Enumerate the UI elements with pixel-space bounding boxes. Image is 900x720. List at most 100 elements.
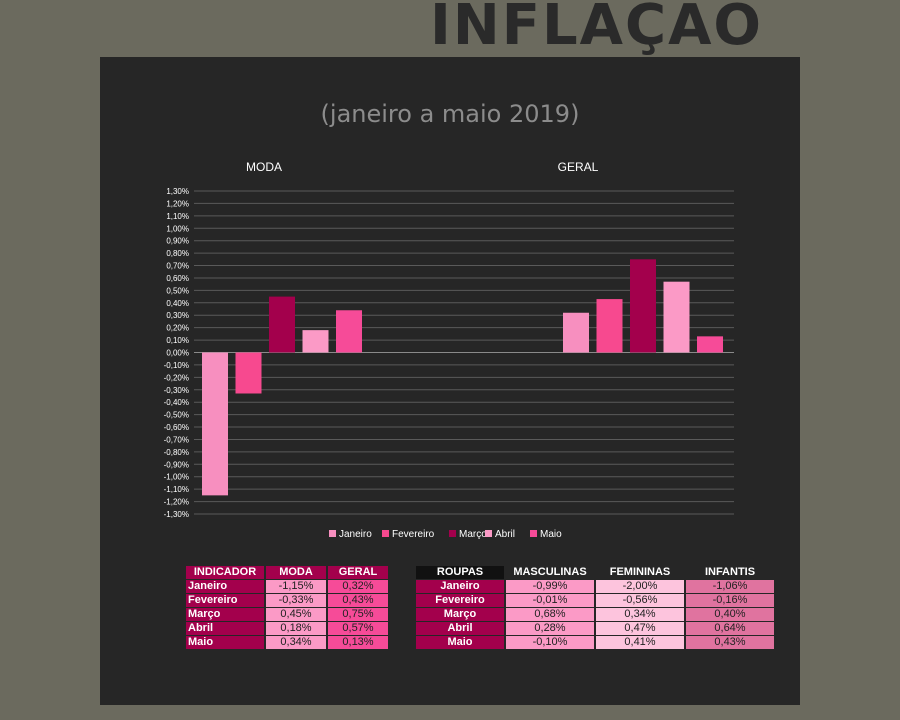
table-header: INDICADOR xyxy=(186,566,264,579)
y-tick-label: 0,60% xyxy=(166,274,189,283)
table-cell: 0,68% xyxy=(506,608,594,621)
y-tick-label: 1,20% xyxy=(166,199,189,208)
table-cell: 0,40% xyxy=(686,608,774,621)
table-cell: -2,00% xyxy=(596,580,684,593)
bar-moda-0 xyxy=(202,352,228,496)
y-tick-label: 0,90% xyxy=(166,237,189,246)
table-cell: 0,64% xyxy=(686,622,774,635)
table-cell: -1,15% xyxy=(266,580,326,593)
y-tick-label: -1,00% xyxy=(164,473,189,482)
table-header: MODA xyxy=(266,566,326,579)
y-tick-label: 0,70% xyxy=(166,262,189,271)
legend-label-4: Maio xyxy=(540,529,562,540)
y-tick-label: -0,10% xyxy=(164,361,189,370)
table-cell: 0,34% xyxy=(596,608,684,621)
moda-geral-table: INDICADOR MODA GERAL Janeiro -1,15% 0,32% Feve… xyxy=(184,565,390,650)
bar-geral-3 xyxy=(663,281,690,353)
y-tick-label: 0,00% xyxy=(166,349,189,358)
table-header: GERAL xyxy=(328,566,388,579)
bar-geral-0 xyxy=(563,312,589,353)
row-label: Março xyxy=(186,608,264,621)
table-cell: 0,43% xyxy=(328,594,388,607)
y-tick-label: 0,80% xyxy=(166,249,189,258)
y-tick-label: -1,30% xyxy=(164,510,189,519)
row-label: Maio xyxy=(416,636,504,649)
table-cell: -1,06% xyxy=(686,580,774,593)
y-tick-label: -0,80% xyxy=(164,448,189,457)
y-tick-label: -0,50% xyxy=(164,411,189,420)
table-row: Janeiro -0,99% -2,00% -1,06% xyxy=(416,580,774,593)
table-row: Maio 0,34% 0,13% xyxy=(186,636,388,649)
table-cell: 0,32% xyxy=(328,580,388,593)
table-cell: 0,45% xyxy=(266,608,326,621)
group-label-geral: GERAL xyxy=(558,160,599,174)
table-cell: 0,34% xyxy=(266,636,326,649)
bar-moda-1 xyxy=(235,352,262,394)
roupas-table: ROUPAS MASCULINAS FEMININAS INFANTIS Janeiro… xyxy=(414,565,776,650)
table-header: FEMININAS xyxy=(596,566,684,579)
bar-moda-4 xyxy=(336,310,362,353)
table-row: Janeiro -1,15% 0,32% xyxy=(186,580,388,593)
table-cell: -0,01% xyxy=(506,594,594,607)
y-tick-label: -0,30% xyxy=(164,386,189,395)
page-title: INFLAÇÃO xyxy=(430,0,764,58)
bar-geral-4 xyxy=(697,336,723,353)
y-tick-label: 1,10% xyxy=(166,212,189,221)
row-label: Março xyxy=(416,608,504,621)
row-label: Fevereiro xyxy=(416,594,504,607)
y-tick-label: 0,50% xyxy=(166,286,189,295)
table-cell: 0,28% xyxy=(506,622,594,635)
table-row: Fevereiro -0,33% 0,43% xyxy=(186,594,388,607)
y-tick-label: 1,30% xyxy=(166,187,189,196)
table-cell: 0,18% xyxy=(266,622,326,635)
row-label: Janeiro xyxy=(416,580,504,593)
table-cell: 0,13% xyxy=(328,636,388,649)
bar-geral-1 xyxy=(596,299,623,353)
table-cell: 0,43% xyxy=(686,636,774,649)
y-tick-label: -0,70% xyxy=(164,435,189,444)
row-label: Janeiro xyxy=(186,580,264,593)
table-cell: -0,33% xyxy=(266,594,326,607)
table-cell: -0,10% xyxy=(506,636,594,649)
legend-swatch-3 xyxy=(485,530,492,537)
legend-label-2: Março xyxy=(459,529,487,540)
legend-label-3: Abril xyxy=(495,529,515,540)
y-tick-label: 0,10% xyxy=(166,336,189,345)
table-row: Março 0,45% 0,75% xyxy=(186,608,388,621)
table-row: Março 0,68% 0,34% 0,40% xyxy=(416,608,774,621)
y-tick-label: -0,40% xyxy=(164,398,189,407)
row-label: Abril xyxy=(186,622,264,635)
row-label: Fevereiro xyxy=(186,594,264,607)
table-row: Abril 0,28% 0,47% 0,64% xyxy=(416,622,774,635)
table-cell: 0,57% xyxy=(328,622,388,635)
y-tick-label: -1,10% xyxy=(164,485,189,494)
group-label-moda: MODA xyxy=(246,160,282,174)
y-tick-label: 0,30% xyxy=(166,311,189,320)
table-row: Abril 0,18% 0,57% xyxy=(186,622,388,635)
table-cell: -0,56% xyxy=(596,594,684,607)
table-cell: -0,16% xyxy=(686,594,774,607)
y-tick-label: 0,20% xyxy=(166,324,189,333)
legend-swatch-0 xyxy=(329,530,336,537)
table-cell: 0,41% xyxy=(596,636,684,649)
row-label: Abril xyxy=(416,622,504,635)
table-row: Fevereiro -0,01% -0,56% -0,16% xyxy=(416,594,774,607)
legend-swatch-4 xyxy=(530,530,537,537)
bar-geral-2 xyxy=(630,259,656,353)
y-tick-label: -0,20% xyxy=(164,373,189,382)
table-header: INFANTIS xyxy=(686,566,774,579)
table-header: ROUPAS xyxy=(416,566,504,579)
chart-subtitle: (janeiro a maio 2019) xyxy=(320,100,580,128)
table-cell: 0,75% xyxy=(328,608,388,621)
row-label: Maio xyxy=(186,636,264,649)
y-tick-label: 1,00% xyxy=(166,224,189,233)
table-header: MASCULINAS xyxy=(506,566,594,579)
y-tick-label: -1,20% xyxy=(164,498,189,507)
y-tick-label: -0,90% xyxy=(164,460,189,469)
bar-moda-3 xyxy=(302,330,329,353)
table-row: Maio -0,10% 0,41% 0,43% xyxy=(416,636,774,649)
table-cell: -0,99% xyxy=(506,580,594,593)
table-cell: 0,47% xyxy=(596,622,684,635)
legend-swatch-1 xyxy=(382,530,389,537)
